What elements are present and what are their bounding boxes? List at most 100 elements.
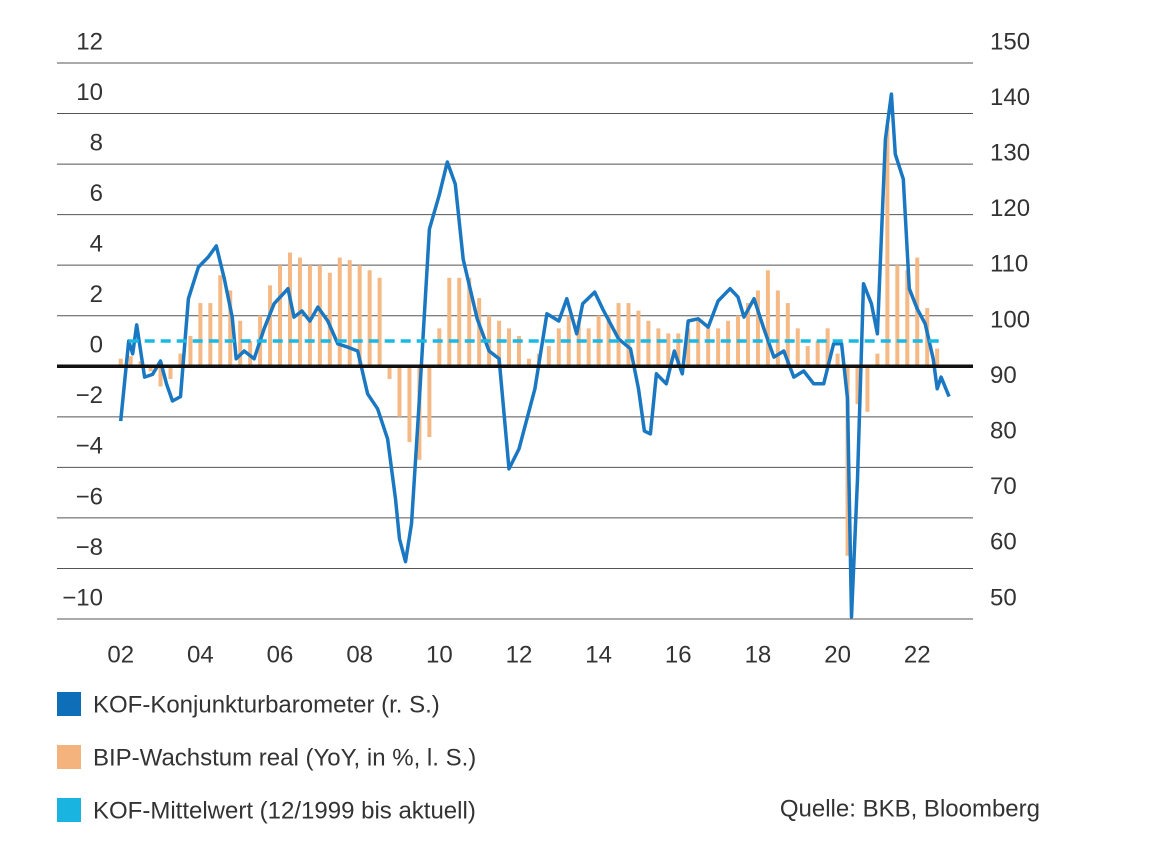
legend-swatch: [57, 692, 81, 716]
bar: [556, 328, 561, 367]
y-tick-label: −4: [76, 433, 103, 460]
y-tick-label: 2: [90, 281, 103, 308]
y-tick-label: 12: [76, 28, 103, 55]
bar: [586, 328, 591, 367]
bar: [935, 348, 940, 367]
y-tick-label: −6: [76, 483, 103, 510]
bar: [307, 265, 312, 367]
y-tick-label: −10: [62, 584, 103, 611]
bar: [636, 310, 641, 367]
y-tick-label: 10: [76, 79, 103, 106]
bar: [178, 353, 183, 367]
x-tick-label: 10: [426, 641, 453, 668]
bar: [526, 358, 531, 367]
y-tick-label: 6: [90, 180, 103, 207]
y-tick-label: −8: [76, 534, 103, 561]
y2-tick-label: 150: [990, 28, 1030, 55]
legend-swatch: [57, 745, 81, 769]
bar: [228, 290, 233, 367]
bar: [885, 126, 890, 367]
y-tick-label: 0: [90, 332, 103, 359]
bar: [168, 366, 173, 379]
x-tick-label: 06: [267, 641, 294, 668]
bar: [755, 290, 760, 367]
bar: [835, 353, 840, 367]
bar: [726, 320, 731, 367]
bar: [158, 366, 163, 387]
bar: [357, 265, 362, 367]
y2-tick-label: 50: [990, 584, 1017, 611]
bar: [367, 270, 372, 367]
bar: [447, 277, 452, 367]
bar: [815, 341, 820, 367]
bar: [457, 277, 462, 367]
bar: [745, 303, 750, 367]
bar: [497, 320, 502, 367]
y2-tick-label: 90: [990, 362, 1017, 389]
bar: [268, 285, 273, 367]
x-tick-label: 16: [665, 641, 692, 668]
x-tick-label: 18: [745, 641, 772, 668]
bar: [875, 353, 880, 367]
bar: [208, 303, 213, 367]
legend-label: KOF-Konjunkturbarometer (r. S.): [93, 691, 440, 718]
bar: [337, 257, 342, 367]
bar: [765, 270, 770, 367]
bar: [218, 275, 223, 367]
bar: [895, 265, 900, 367]
bar: [666, 333, 671, 367]
bar: [646, 320, 651, 367]
x-tick-label: 08: [346, 641, 373, 668]
bar: [198, 303, 203, 367]
bar: [397, 366, 402, 417]
bar: [865, 366, 870, 412]
bar: [477, 298, 482, 367]
bar: [905, 270, 910, 367]
bar: [795, 328, 800, 367]
x-tick-label: 20: [824, 641, 851, 668]
bar: [118, 358, 123, 367]
bar: [427, 366, 432, 438]
overlay: [57, 339, 973, 369]
x-tick-label: 22: [904, 641, 931, 668]
x-tick-label: 04: [187, 641, 214, 668]
bar: [128, 356, 133, 367]
y2-tick-label: 100: [990, 306, 1030, 333]
y2-tick-label: 120: [990, 195, 1030, 222]
legend-swatch: [57, 798, 81, 822]
bar: [347, 260, 352, 367]
bar: [775, 290, 780, 367]
y2-tick-label: 140: [990, 84, 1030, 111]
bar: [377, 277, 382, 367]
x-tick-label: 12: [506, 641, 533, 668]
bar: [706, 328, 711, 367]
y2-tick-label: 130: [990, 140, 1030, 167]
marks: [118, 92, 951, 619]
y-tick-label: 8: [90, 129, 103, 156]
source: Quelle: BKB, Bloomberg: [780, 795, 1040, 822]
bar: [317, 265, 322, 367]
bar: [278, 265, 283, 367]
y2-tick-label: 60: [990, 529, 1017, 556]
bar: [407, 366, 412, 443]
bar: [546, 346, 551, 367]
y2-tick-label: 70: [990, 473, 1017, 500]
bar: [437, 328, 442, 367]
x-tick-label: 02: [107, 641, 134, 668]
y-tick-label: −2: [76, 382, 103, 409]
bar: [188, 335, 193, 367]
line: [118, 92, 951, 619]
legend-label: KOF-Mittelwert (12/1999 bis aktuell): [93, 797, 476, 824]
bar: [576, 320, 581, 367]
bar: [785, 303, 790, 367]
bar: [716, 328, 721, 367]
bar: [855, 366, 860, 405]
bar: [327, 272, 332, 367]
bar: [606, 315, 611, 367]
bar: [686, 328, 691, 367]
x-tick-label: 14: [585, 641, 612, 668]
bar: [805, 346, 810, 367]
bar: [287, 252, 292, 367]
bar: [616, 303, 621, 367]
